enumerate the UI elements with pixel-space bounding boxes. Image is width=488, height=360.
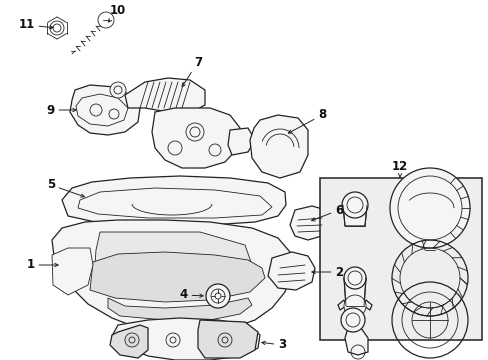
Polygon shape [152,108,240,168]
Text: 10: 10 [108,4,126,22]
Text: 5: 5 [47,179,84,197]
Polygon shape [125,78,204,112]
Text: 1: 1 [27,258,58,271]
Polygon shape [249,115,307,178]
Polygon shape [227,128,254,155]
Circle shape [341,192,367,218]
Polygon shape [343,278,365,306]
Text: 2: 2 [311,266,343,279]
Polygon shape [108,298,251,320]
Text: 12: 12 [391,159,407,177]
Polygon shape [90,252,264,302]
Polygon shape [345,328,367,355]
Polygon shape [337,300,346,310]
Text: 7: 7 [182,55,202,87]
Circle shape [110,82,126,98]
Polygon shape [267,252,314,290]
Bar [319,178,481,340]
Circle shape [343,267,365,289]
Text: 3: 3 [261,338,285,351]
Polygon shape [363,300,371,310]
Circle shape [389,168,469,248]
Polygon shape [198,320,258,358]
Circle shape [343,295,365,317]
Polygon shape [289,206,329,240]
Polygon shape [52,220,291,332]
Text: 4: 4 [180,288,203,302]
Text: 8: 8 [288,108,325,133]
Polygon shape [70,85,140,135]
Polygon shape [95,232,251,288]
Polygon shape [112,318,260,360]
Polygon shape [52,248,93,295]
Polygon shape [342,205,366,226]
Text: 6: 6 [311,203,343,221]
Circle shape [205,284,229,308]
Text: 11: 11 [19,18,53,31]
Text: 9: 9 [47,104,76,117]
Circle shape [340,308,364,332]
Polygon shape [110,325,148,358]
Polygon shape [62,176,285,226]
